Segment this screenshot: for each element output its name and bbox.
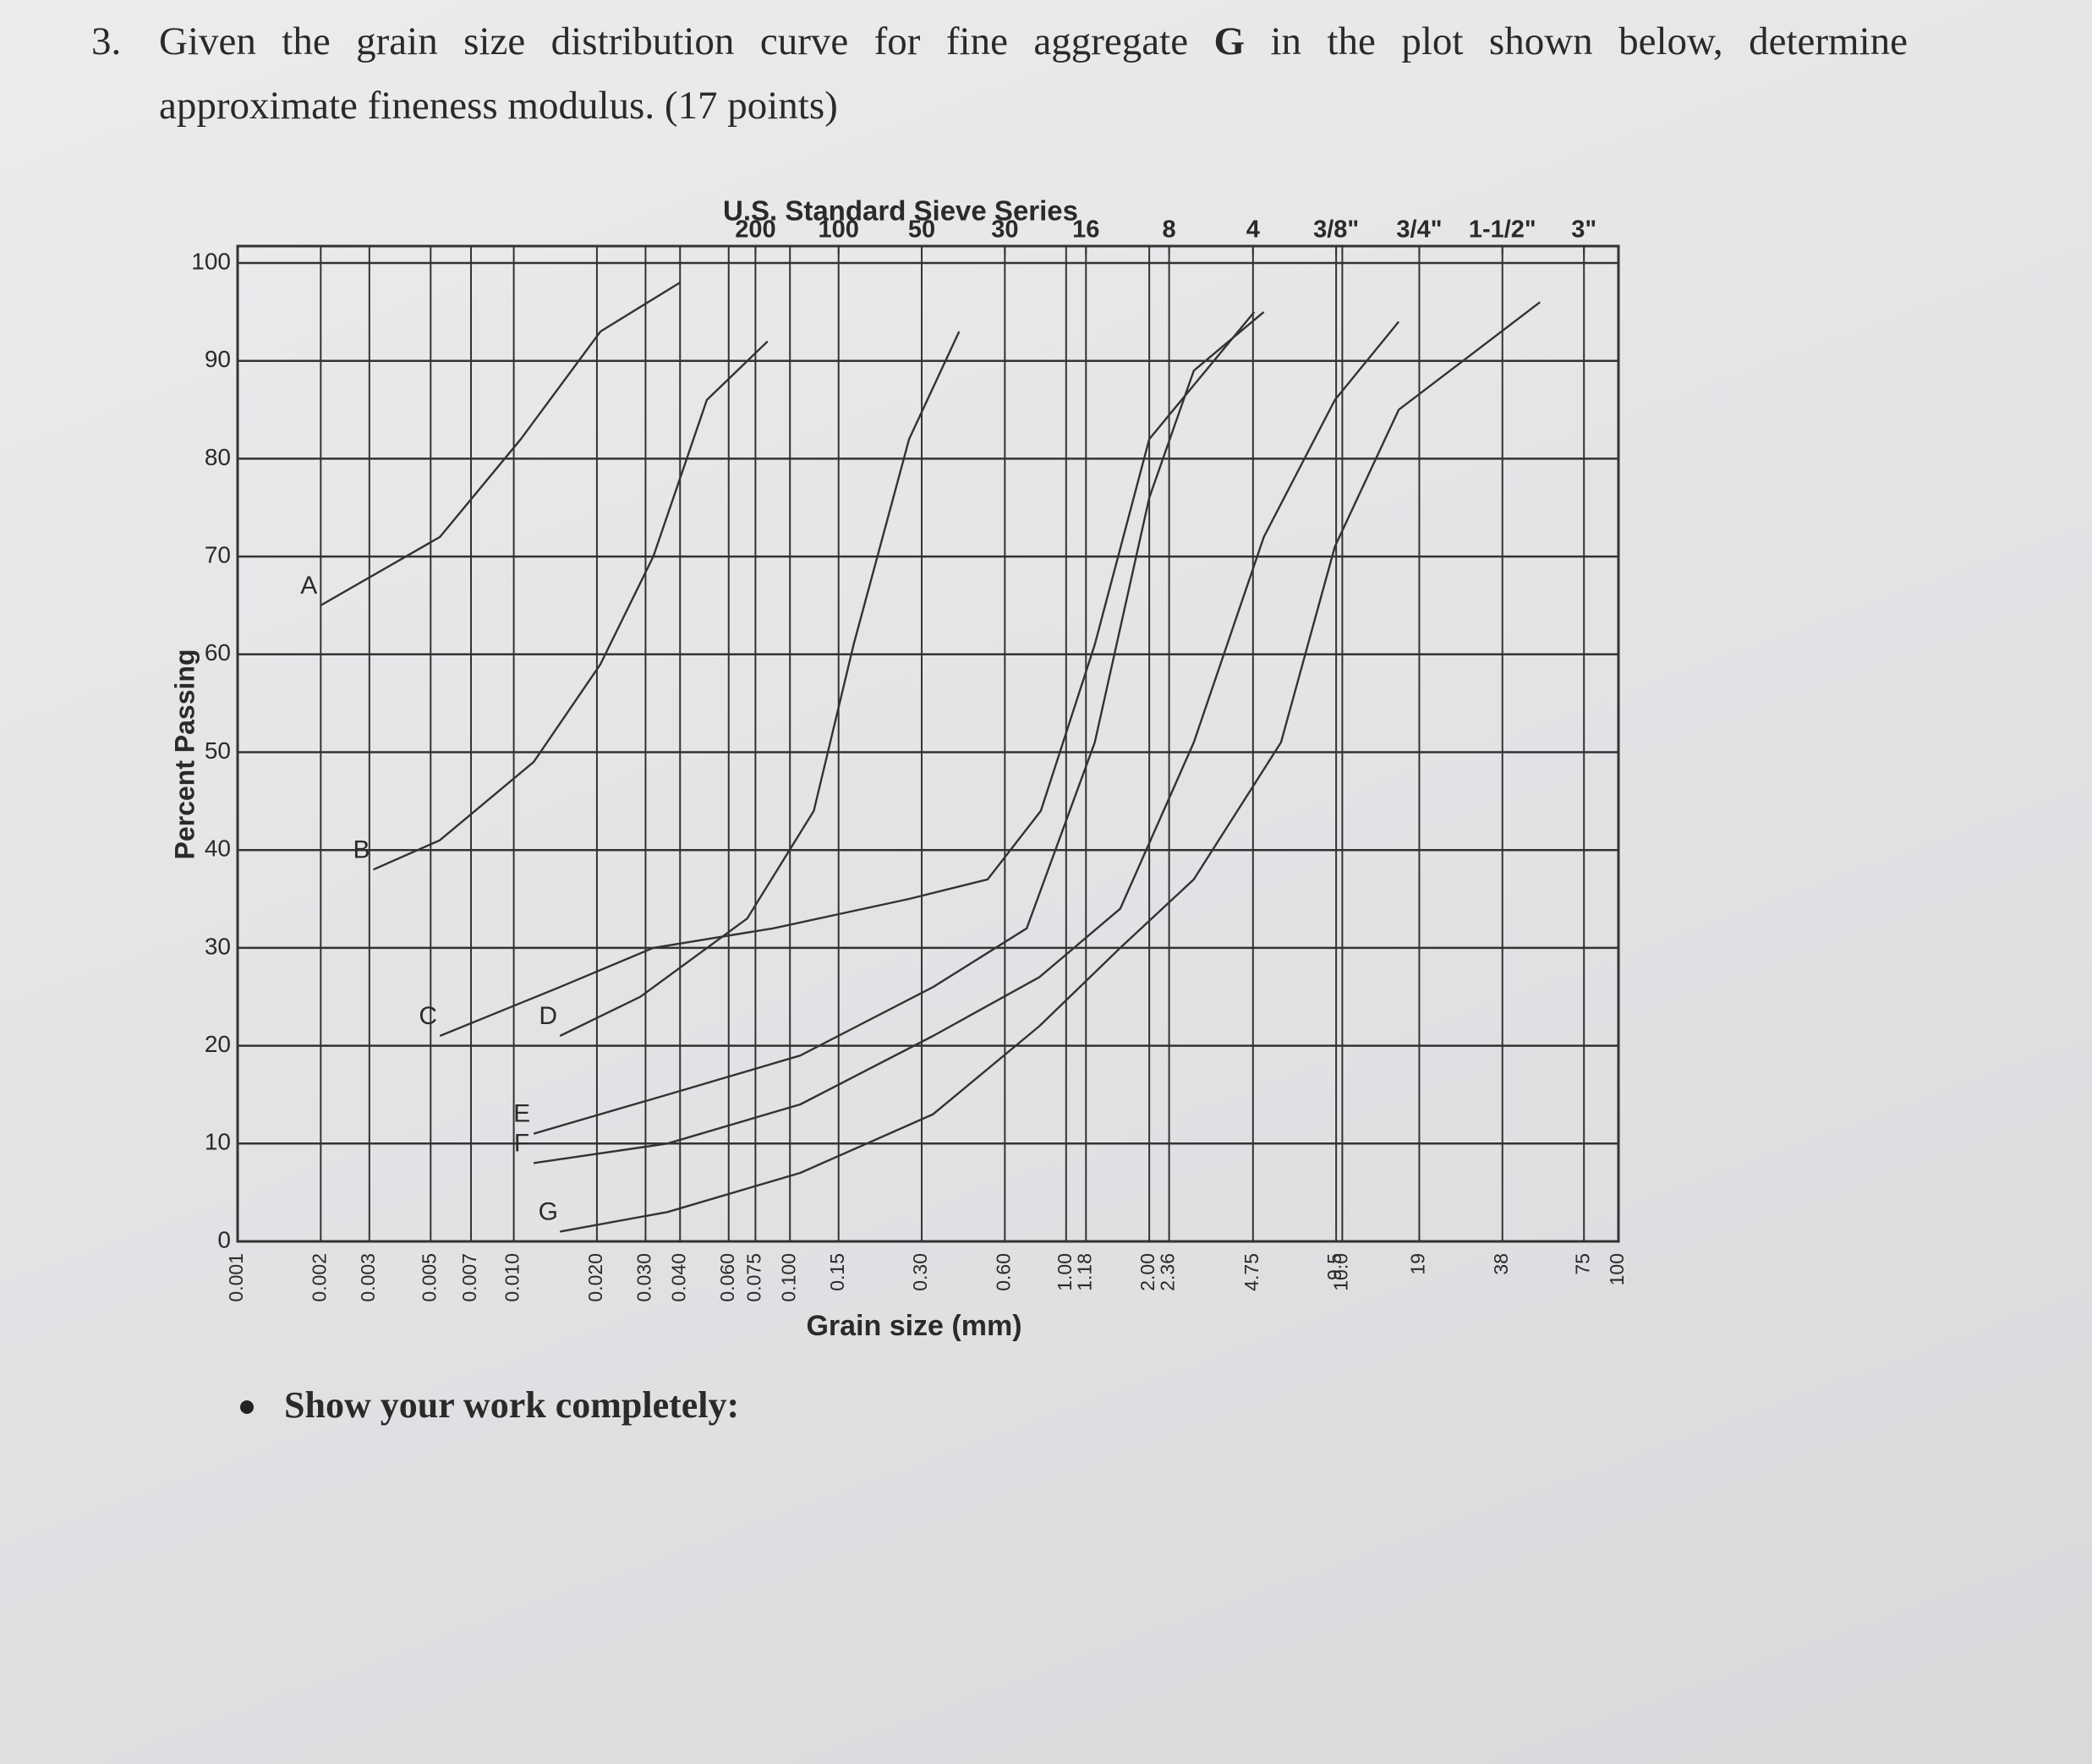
x-tick-label: 2.00 bbox=[1136, 1253, 1158, 1291]
x-tick-label: 19 bbox=[1407, 1253, 1429, 1275]
question-text-part: Given the grain size distribution curve … bbox=[159, 19, 1214, 63]
x2-tick-label: 3/4" bbox=[1396, 216, 1442, 244]
curve-label: F bbox=[514, 1129, 529, 1157]
x2-tick-label: 16 bbox=[1072, 216, 1099, 244]
x2-tick-label: 8 bbox=[1163, 216, 1176, 244]
x-tick-label: 38 bbox=[1490, 1253, 1512, 1275]
curve-label: A bbox=[300, 572, 317, 600]
x2-tick-label: 1-1/2" bbox=[1469, 216, 1536, 244]
x-tick-label: 0.020 bbox=[584, 1253, 606, 1302]
x-tick-label: 0.60 bbox=[992, 1253, 1014, 1291]
x-axis-label: Grain size (mm) bbox=[806, 1310, 1021, 1342]
x-tick-label: 0.15 bbox=[826, 1253, 848, 1291]
curve-label: B bbox=[353, 835, 370, 863]
x-tick-label: 10.0 bbox=[1329, 1253, 1351, 1291]
curve bbox=[559, 301, 1541, 1233]
x-tick-label: 0.060 bbox=[716, 1253, 738, 1302]
y-axis-label: Percent Passing bbox=[169, 649, 200, 860]
question-text: approximate fineness modulus. (17 points… bbox=[159, 84, 838, 128]
curve bbox=[439, 311, 1256, 1038]
x-tick-label: 0.003 bbox=[357, 1253, 379, 1302]
y-tick-label: 100 bbox=[191, 248, 231, 274]
curve bbox=[533, 310, 1265, 1135]
y-tick-label: 0 bbox=[217, 1226, 231, 1252]
x-tick-label: 4.75 bbox=[1240, 1253, 1262, 1291]
x-tick-label: 0.007 bbox=[458, 1253, 480, 1302]
x2-tick-label: 200 bbox=[735, 216, 775, 244]
x2-tick-label: 50 bbox=[908, 216, 935, 244]
x-tick-label: 0.002 bbox=[308, 1253, 330, 1302]
y-tick-label: 70 bbox=[205, 541, 231, 567]
x-tick-label: 0.010 bbox=[501, 1253, 523, 1302]
x-tick-label: 1.18 bbox=[1073, 1253, 1095, 1291]
y-tick-label: 20 bbox=[205, 1031, 231, 1057]
x-tick-label: 9.5 bbox=[1323, 1253, 1345, 1280]
y-tick-label: 90 bbox=[205, 346, 231, 372]
x-tick-label: 0.005 bbox=[418, 1253, 440, 1302]
x2-tick-label: 3" bbox=[1571, 216, 1596, 244]
question-text: Given the grain size distribution curve … bbox=[159, 19, 1908, 64]
bullet bbox=[240, 1400, 254, 1414]
x-tick-label: 0.100 bbox=[777, 1253, 799, 1302]
curve-label: E bbox=[513, 1100, 530, 1128]
question-text-part: in the plot shown below, determine bbox=[1245, 19, 1909, 63]
x2-tick-label: 30 bbox=[991, 216, 1018, 244]
y-tick-label: 80 bbox=[205, 444, 231, 470]
x2-tick-label: 3/8" bbox=[1313, 216, 1359, 244]
curve bbox=[373, 340, 769, 871]
y-tick-label: 30 bbox=[205, 933, 231, 959]
x-tick-label: 75 bbox=[1571, 1253, 1593, 1275]
curve-label: C bbox=[419, 1002, 437, 1030]
x-tick-label: 1.00 bbox=[1054, 1253, 1076, 1291]
x-tick-label: 0.30 bbox=[909, 1253, 931, 1291]
x-tick-label: 2.36 bbox=[1157, 1253, 1179, 1291]
x-tick-label: 100 bbox=[1606, 1253, 1628, 1285]
curve-label: G bbox=[539, 1197, 558, 1225]
y-tick-label: 50 bbox=[205, 737, 231, 764]
x-tick-label: 0.040 bbox=[667, 1253, 689, 1302]
curve bbox=[320, 282, 681, 606]
question-number: 3. bbox=[91, 19, 122, 63]
chart-title: U.S. Standard Sieve Series bbox=[723, 195, 1078, 227]
x-tick-label: 0.030 bbox=[633, 1253, 655, 1302]
curve bbox=[533, 320, 1400, 1164]
instruction: Show your work completely: bbox=[284, 1384, 740, 1426]
question-text-bold: G bbox=[1213, 19, 1246, 63]
x-tick-label: 0.075 bbox=[742, 1253, 764, 1302]
y-tick-label: 60 bbox=[205, 639, 231, 666]
plot-frame bbox=[236, 244, 1620, 1243]
curve bbox=[559, 331, 961, 1038]
y-tick-label: 10 bbox=[205, 1129, 231, 1155]
x2-tick-label: 100 bbox=[819, 216, 859, 244]
y-tick-label: 40 bbox=[205, 835, 231, 862]
curve-label: D bbox=[539, 1002, 557, 1030]
x2-tick-label: 4 bbox=[1246, 216, 1260, 244]
x-tick-label: 0.001 bbox=[225, 1253, 247, 1302]
